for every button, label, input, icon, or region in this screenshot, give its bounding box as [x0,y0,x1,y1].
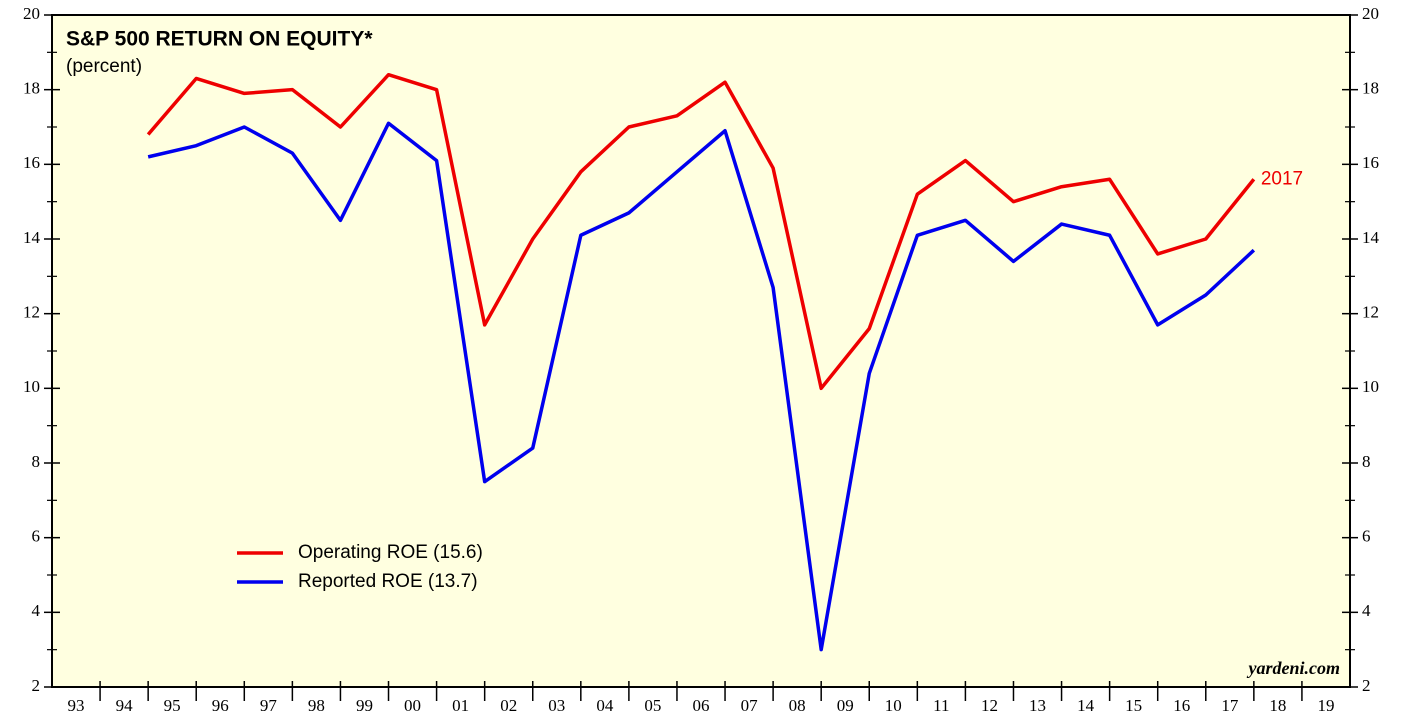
plot-area [51,14,1351,688]
chart-subtitle: (percent) [66,56,142,77]
x-tick-label: 18 [1269,696,1286,715]
y2-tick-label: 4 [1362,601,1371,620]
x-tick-label: 19 [1317,696,1334,715]
x-tick-label: 14 [1077,696,1095,715]
x-tick-label: 06 [693,696,710,715]
y-tick-label: 12 [23,303,40,322]
legend-label: Reported ROE (13.7) [298,571,478,592]
y-tick-label: 4 [32,601,41,620]
y-tick-label: 16 [23,153,40,172]
series-line [146,72,1256,391]
x-tick-label: 93 [68,696,85,715]
chart-title: S&P 500 RETURN ON EQUITY* [66,28,373,51]
x-tick-label: 01 [452,696,469,715]
y2-tick-label: 8 [1362,452,1371,471]
annotation: 2017 [1261,168,1303,189]
x-tick-label: 10 [885,696,902,715]
y-tick-label: 14 [23,228,41,247]
x-tick-label: 99 [356,696,373,715]
x-tick-label: 11 [933,696,949,715]
x-tick-label: 08 [789,696,806,715]
source: yardeni.com [1247,658,1341,678]
x-tick-label: 13 [1029,696,1046,715]
y2-tick-label: 16 [1362,153,1379,172]
y-tick-label: 6 [32,527,41,546]
x-tick-label: 02 [500,696,517,715]
y2-tick-label: 10 [1362,377,1379,396]
x-tick-label: 15 [1125,696,1142,715]
y2-tick-label: 12 [1362,303,1379,322]
series-line [147,121,1256,652]
legend-label: Operating ROE (15.6) [298,542,483,563]
y-tick-label: 2 [32,676,41,695]
x-tick-label: 95 [164,696,181,715]
y2-tick-label: 2 [1362,676,1371,695]
y2-tick-label: 20 [1362,4,1379,23]
x-tick-label: 04 [596,696,614,715]
x-tick-label: 97 [260,696,278,715]
y2-tick-label: 6 [1362,527,1371,546]
x-tick-label: 09 [837,696,854,715]
x-tick-label: 96 [212,696,229,715]
x-tick-label: 00 [404,696,421,715]
x-tick-label: 12 [981,696,998,715]
y-tick-label: 8 [32,452,41,471]
x-tick-label: 17 [1221,696,1239,715]
y-tick-label: 18 [23,79,40,98]
x-tick-label: 98 [308,696,325,715]
x-tick-label: 05 [644,696,661,715]
y2-tick-label: 14 [1362,228,1380,247]
x-tick-label: 07 [741,696,759,715]
x-tick-label: 16 [1173,696,1190,715]
y-tick-label: 10 [23,377,40,396]
y-tick-label: 20 [23,4,40,23]
x-tick-label: 94 [116,696,134,715]
x-tick-label: 03 [548,696,565,715]
y2-tick-label: 18 [1362,79,1379,98]
